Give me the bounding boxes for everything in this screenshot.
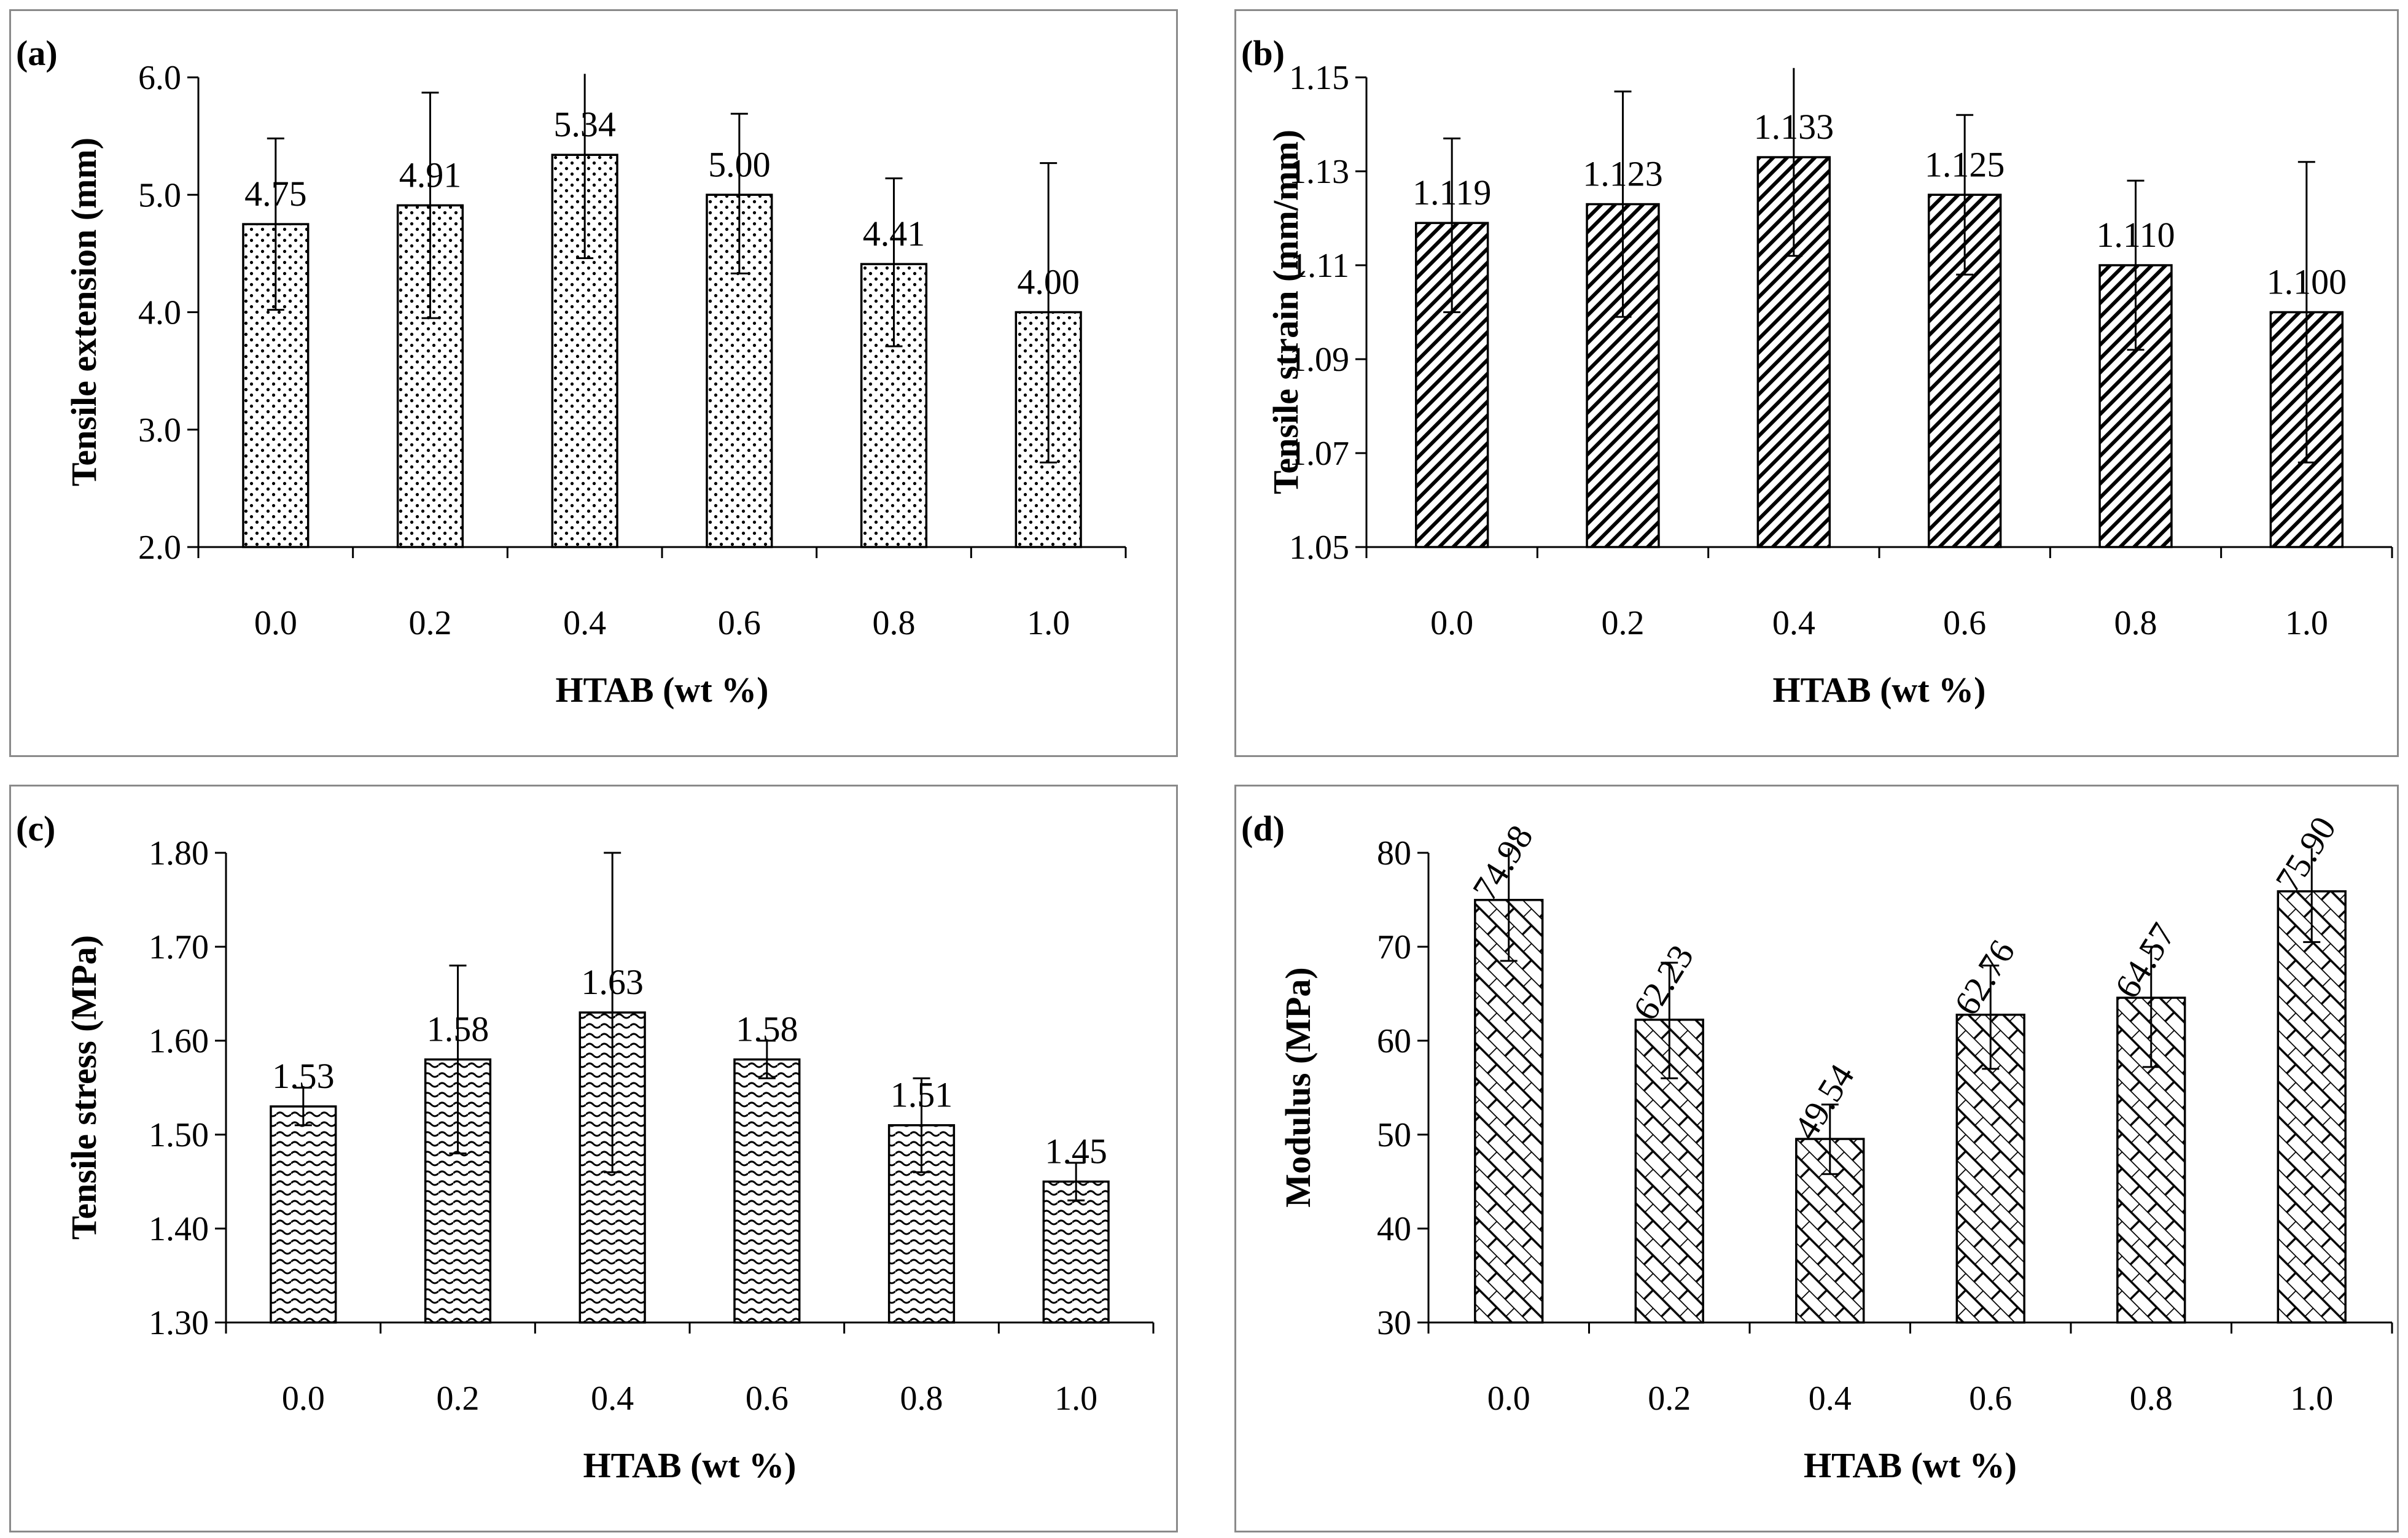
x-tick-label-a-4: 0.8 bbox=[873, 604, 916, 642]
x-tick-label-b-1: 0.2 bbox=[1602, 604, 1645, 642]
y-tick-label-b-5: 1.15 bbox=[1289, 59, 1349, 97]
x-tick-label-b-4: 0.8 bbox=[2114, 604, 2157, 642]
x-tick-label-c-3: 0.6 bbox=[746, 1380, 789, 1418]
x-tick-label-a-0: 0.0 bbox=[254, 604, 297, 642]
chart-panel-c: (c) Tensile stress (MPa) HTAB (wt %) 1.30 1.… bbox=[9, 785, 1178, 1532]
y-tick-label-b-2: 1.09 bbox=[1289, 341, 1349, 379]
data-label-a-0: 4.75 bbox=[244, 174, 307, 214]
chart-b-svg: (b) Tensile strain (mm/mm) HTAB (wt %) 1.05… bbox=[1241, 33, 2393, 710]
x-tick-label-d-2: 0.4 bbox=[1809, 1380, 1852, 1418]
data-label-b-0: 1.119 bbox=[1412, 173, 1491, 212]
x-tick-label-c-1: 0.2 bbox=[437, 1380, 480, 1418]
y-tick-label-a-3: 5.0 bbox=[138, 176, 181, 214]
chart-d-svg: (d) Modulus (MPa) HTAB (wt %) 30 40 50 60 70 80 7… bbox=[1241, 809, 2393, 1485]
data-label-d-1: 62.23 bbox=[1625, 938, 1701, 1027]
x-tick-label-a-2: 0.4 bbox=[563, 604, 606, 642]
y-tick-label-c-0: 1.30 bbox=[149, 1304, 209, 1342]
x-axis-title-d: HTAB (wt %) bbox=[1804, 1445, 2017, 1485]
y-tick-label-b-3: 1.11 bbox=[1290, 247, 1349, 285]
panel-label-d: (d) bbox=[1241, 809, 1285, 849]
y-tick-label-d-5: 80 bbox=[1377, 834, 1411, 872]
x-tick-label-a-1: 0.2 bbox=[409, 604, 452, 642]
x-tick-label-d-4: 0.8 bbox=[2130, 1380, 2173, 1418]
x-tick-label-d-3: 0.6 bbox=[1969, 1380, 2012, 1418]
y-tick-label-a-1: 3.0 bbox=[138, 411, 181, 449]
data-label-c-1: 1.58 bbox=[427, 1009, 489, 1049]
data-label-c-5: 1.45 bbox=[1045, 1132, 1107, 1171]
x-axis-title-c: HTAB (wt %) bbox=[583, 1445, 797, 1485]
data-label-c-4: 1.51 bbox=[890, 1075, 953, 1115]
data-label-c-2: 1.63 bbox=[581, 962, 644, 1002]
data-label-c-0: 1.53 bbox=[272, 1056, 335, 1096]
bar-c-5 bbox=[1042, 1180, 1110, 1324]
data-label-d-2: 49.54 bbox=[1786, 1057, 1862, 1146]
x-tick-label-b-0: 0.0 bbox=[1430, 604, 1473, 642]
y-axis-title-d: Modulus (MPa) bbox=[1278, 967, 1318, 1208]
data-label-b-1: 1.123 bbox=[1583, 154, 1663, 194]
y-axis-title-b: Tensile strain (mm/mm) bbox=[1266, 130, 1306, 494]
chart-panel-d: (d) Modulus (MPa) HTAB (wt %) 30 40 50 60 70 80 7… bbox=[1234, 785, 2399, 1532]
panel-label-a: (a) bbox=[16, 33, 58, 73]
y-axis-title-c: Tensile stress (MPa) bbox=[64, 935, 104, 1240]
chart-c-svg: (c) Tensile stress (MPa) HTAB (wt %) 1.30 1.… bbox=[16, 809, 1155, 1485]
chart-panel-b: (b) Tensile strain (mm/mm) HTAB (wt %) 1.05… bbox=[1234, 9, 2399, 757]
y-tick-label-d-4: 70 bbox=[1377, 928, 1411, 966]
x-axis-title-a: HTAB (wt %) bbox=[556, 670, 769, 710]
bar-a-1 bbox=[396, 204, 464, 548]
data-label-d-5: 75.90 bbox=[2267, 810, 2344, 899]
x-tick-label-d-1: 0.2 bbox=[1648, 1380, 1691, 1418]
x-tick-label-a-3: 0.6 bbox=[718, 604, 761, 642]
panel-label-c: (c) bbox=[16, 809, 55, 849]
chart-panel-a: (a) Tensile extension (mm) HTAB (wt %) 2.0 3… bbox=[9, 9, 1178, 757]
y-axis-title-a: Tensile extension (mm) bbox=[64, 138, 104, 486]
panel-label-b: (b) bbox=[1241, 33, 1285, 73]
data-label-b-3: 1.125 bbox=[1925, 144, 2005, 184]
bar-d-5 bbox=[2277, 890, 2347, 1324]
chart-a-svg: (a) Tensile extension (mm) HTAB (wt %) 2.0 3… bbox=[16, 33, 1127, 710]
bar-d-0 bbox=[1474, 899, 1544, 1324]
bar-c-0 bbox=[270, 1105, 337, 1324]
y-tick-label-a-4: 6.0 bbox=[138, 59, 181, 97]
data-label-a-3: 5.00 bbox=[708, 144, 771, 184]
y-tick-label-b-1: 1.07 bbox=[1289, 435, 1349, 473]
data-label-b-4: 1.110 bbox=[2096, 215, 2175, 255]
y-tick-label-c-1: 1.40 bbox=[149, 1210, 209, 1248]
x-tick-label-c-5: 1.0 bbox=[1054, 1380, 1097, 1418]
bar-c-3 bbox=[733, 1058, 801, 1324]
data-label-b-2: 1.133 bbox=[1754, 107, 1834, 147]
y-tick-label-c-4: 1.70 bbox=[149, 928, 209, 966]
y-tick-label-a-0: 2.0 bbox=[138, 529, 181, 567]
data-label-a-2: 5.34 bbox=[553, 104, 616, 144]
y-tick-label-d-0: 30 bbox=[1377, 1304, 1411, 1342]
data-label-b-5: 1.100 bbox=[2267, 262, 2347, 302]
data-label-a-1: 4.91 bbox=[399, 155, 462, 195]
y-tick-label-a-2: 4.0 bbox=[138, 294, 181, 332]
x-tick-label-b-3: 0.6 bbox=[1943, 604, 1986, 642]
data-label-d-3: 62.76 bbox=[1946, 933, 2022, 1022]
data-label-a-5: 4.00 bbox=[1017, 262, 1080, 302]
data-label-a-4: 4.41 bbox=[863, 214, 925, 254]
y-tick-label-b-4: 1.13 bbox=[1289, 153, 1349, 191]
x-tick-label-d-5: 1.0 bbox=[2290, 1380, 2333, 1418]
data-label-d-0: 74.98 bbox=[1465, 818, 1541, 907]
y-tick-label-c-3: 1.60 bbox=[149, 1022, 209, 1060]
y-tick-label-d-3: 60 bbox=[1377, 1022, 1411, 1060]
data-label-d-4: 64.57 bbox=[2107, 916, 2183, 1005]
y-tick-label-d-1: 40 bbox=[1377, 1210, 1411, 1248]
data-label-c-3: 1.58 bbox=[736, 1009, 798, 1049]
x-tick-label-c-2: 0.4 bbox=[591, 1380, 634, 1418]
y-tick-label-d-2: 50 bbox=[1377, 1116, 1411, 1154]
y-tick-label-b-0: 1.05 bbox=[1289, 529, 1349, 567]
x-axis-title-b: HTAB (wt %) bbox=[1773, 670, 1986, 710]
x-tick-label-a-5: 1.0 bbox=[1027, 604, 1070, 642]
x-tick-label-c-4: 0.8 bbox=[900, 1380, 943, 1418]
y-tick-label-c-5: 1.80 bbox=[149, 834, 209, 872]
x-tick-label-b-2: 0.4 bbox=[1772, 604, 1815, 642]
x-tick-label-b-5: 1.0 bbox=[2285, 604, 2328, 642]
x-tick-label-d-0: 0.0 bbox=[1487, 1380, 1530, 1418]
x-tick-label-c-0: 0.0 bbox=[282, 1380, 325, 1418]
y-tick-label-c-2: 1.50 bbox=[149, 1116, 209, 1154]
